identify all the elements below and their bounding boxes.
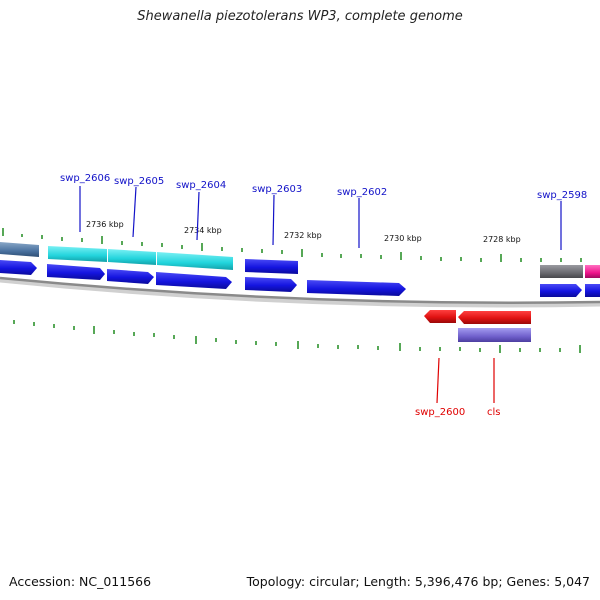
genome-backbone — [0, 276, 600, 304]
cds-arrow-forward[interactable] — [245, 277, 297, 292]
feature-block[interactable] — [48, 246, 107, 262]
upper-scale-ticks — [2, 228, 582, 262]
scale-label: 2734 kbp — [184, 226, 222, 235]
cds-arrow-forward[interactable] — [107, 269, 154, 284]
scale-label: 2736 kbp — [86, 220, 124, 229]
gene-label[interactable]: swp_2603 — [252, 184, 302, 195]
reverse-cds-track — [424, 310, 531, 324]
feature-block[interactable] — [540, 265, 583, 278]
cds-arrow-forward[interactable] — [540, 284, 582, 297]
gene-label[interactable]: swp_2606 — [60, 173, 110, 184]
cds-arrow-forward[interactable] — [0, 260, 37, 275]
feature-block[interactable] — [585, 265, 600, 278]
gene-label[interactable]: swp_2600 — [415, 407, 465, 418]
lower-scale-ticks — [13, 320, 581, 353]
cds-arrow-reverse[interactable] — [458, 311, 531, 324]
gene-label[interactable]: swp_2602 — [337, 187, 387, 198]
feature-block[interactable] — [157, 252, 233, 270]
forward-cds-track — [0, 259, 600, 297]
backbone-shadow — [0, 277, 600, 308]
gene-label[interactable]: swp_2604 — [176, 180, 226, 191]
gene-label[interactable]: swp_2605 — [114, 176, 164, 187]
feature-block[interactable] — [108, 249, 156, 265]
cds-arrow-reverse[interactable] — [424, 310, 456, 323]
gene-label[interactable]: swp_2598 — [537, 190, 587, 201]
scale-label: 2732 kbp — [284, 231, 322, 240]
scale-label: 2730 kbp — [384, 234, 422, 243]
cds-arrow-forward[interactable] — [245, 259, 298, 274]
feature-track-outer — [0, 242, 600, 278]
feature-block[interactable] — [458, 328, 531, 342]
feature-block[interactable] — [0, 242, 39, 257]
map-title: Shewanella piezotolerans WP3, complete g… — [137, 9, 463, 24]
gene-label[interactable]: cls — [487, 407, 501, 418]
scale-label: 2728 kbp — [483, 235, 521, 244]
cds-arrow-forward[interactable] — [47, 264, 105, 280]
label-leaders — [79, 186, 562, 404]
cds-arrow-forward[interactable] — [307, 280, 406, 296]
accession-text: Accession: NC_011566 — [9, 574, 152, 589]
genome-summary-text: Topology: circular; Length: 5,396,476 bp… — [246, 574, 590, 589]
cds-arrow-forward[interactable] — [585, 284, 600, 297]
feature-track-inner — [458, 328, 531, 342]
cds-arrow-forward[interactable] — [156, 272, 232, 289]
